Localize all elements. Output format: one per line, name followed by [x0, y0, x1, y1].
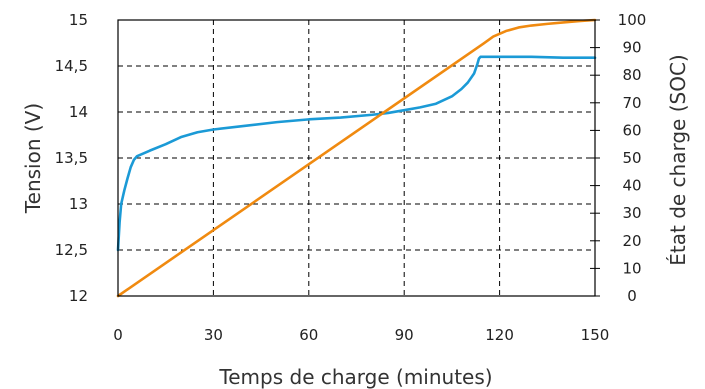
y2-tick-label: 90 — [622, 39, 641, 57]
y2-tick-label: 80 — [622, 66, 641, 84]
y-tick-label: 13,5 — [55, 149, 88, 167]
series-lines — [116, 18, 597, 298]
x-tick-label: 30 — [204, 326, 223, 344]
x-tick-label: 90 — [395, 326, 414, 344]
y2-tick-label: 20 — [622, 232, 641, 250]
x-tick-label: 150 — [581, 326, 610, 344]
x-tick-label: 0 — [113, 326, 123, 344]
y2-tick-label: 0 — [627, 287, 637, 305]
y-tick-label: 15 — [69, 11, 88, 29]
y-axis-title: Tension (V) — [21, 103, 45, 214]
y-tick-label: 14,5 — [55, 57, 88, 75]
tick-marks — [590, 19, 600, 297]
y-tick-label: 12,5 — [55, 241, 88, 259]
y2-tick-label: 40 — [622, 177, 641, 195]
soc-series-line — [116, 18, 597, 298]
voltage-series-line — [116, 55, 597, 252]
y2-axis-title: État de charge (SOC) — [666, 54, 690, 265]
x-tick-label: 120 — [485, 326, 514, 344]
y2-tick-label: 50 — [622, 149, 641, 167]
gridlines — [118, 20, 595, 296]
y2-tick-label: 100 — [618, 11, 647, 29]
y2-tick-label: 10 — [622, 259, 641, 277]
y-tick-label: 14 — [69, 103, 88, 121]
tick-labels: 0 30 60 90 120 1501212,51313,51414,5150102030… — [55, 11, 647, 344]
y-tick-label: 12 — [69, 287, 88, 305]
y2-tick-label: 30 — [622, 204, 641, 222]
x-axis-title: Temps de charge (minutes) — [218, 365, 492, 389]
y2-tick-label: 60 — [622, 121, 641, 139]
y2-tick-label: 70 — [622, 94, 641, 112]
x-tick-label: 60 — [299, 326, 318, 344]
y-tick-label: 13 — [69, 195, 88, 213]
